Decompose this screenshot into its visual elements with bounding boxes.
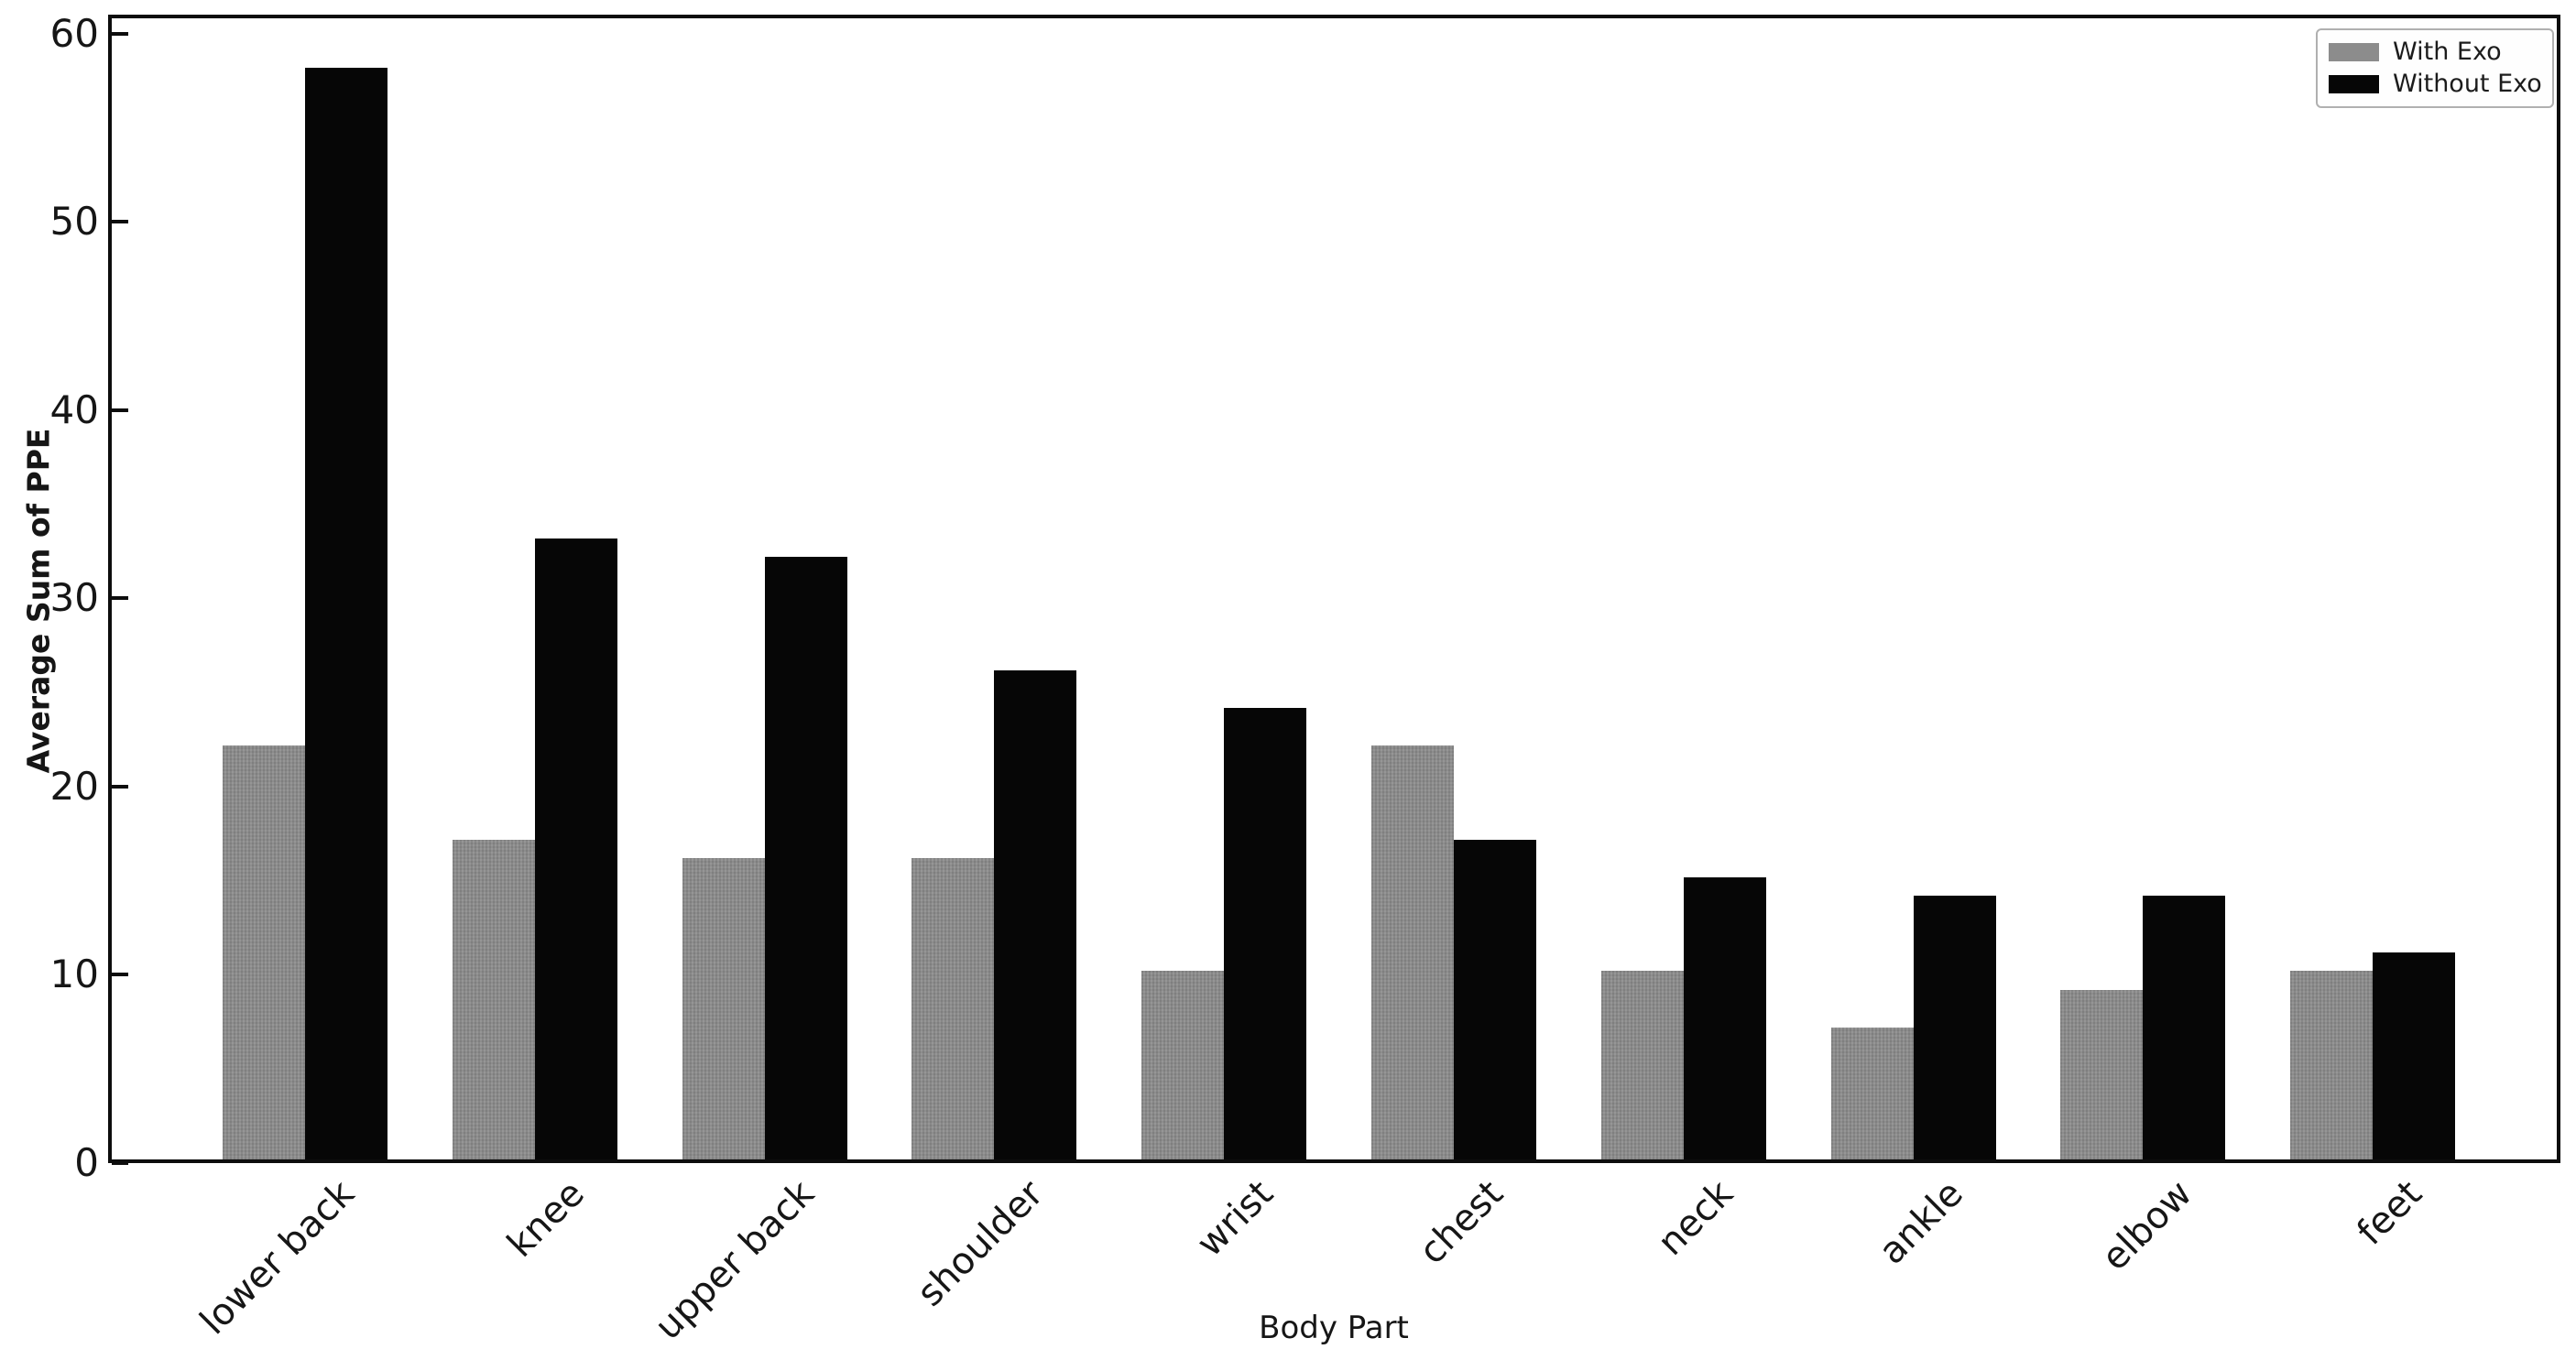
y-tick-label-10: 10	[49, 952, 99, 997]
legend: With Exo Without Exo	[2316, 28, 2554, 108]
x-tick-label-chest: chest	[1411, 1172, 1512, 1273]
legend-label-with-exo: With Exo	[2393, 38, 2502, 67]
x-tick-label-lower-back: lower back	[191, 1172, 363, 1344]
y-tick-mark-60	[112, 31, 128, 36]
bar-with-exo-neck	[1600, 971, 1684, 1159]
bar-without-exo-feet	[2373, 952, 2456, 1159]
bar-group-elbow	[2060, 896, 2226, 1159]
bar-group-shoulder	[911, 670, 1077, 1159]
bar-without-exo-upper-back	[764, 557, 847, 1159]
bar-group-chest	[1371, 745, 1536, 1159]
bar-group-feet	[2290, 952, 2456, 1159]
bar-without-exo-wrist	[1224, 708, 1307, 1159]
bar-without-exo-knee	[534, 539, 617, 1159]
bar-group-upper-back	[682, 557, 847, 1159]
bar-without-exo-ankle	[1913, 896, 1996, 1159]
bar-group-knee	[452, 539, 617, 1159]
x-tick-label-feet: feet	[2349, 1172, 2431, 1254]
bar-without-exo-neck	[1683, 877, 1766, 1159]
bar-without-exo-chest	[1454, 840, 1536, 1159]
bar-with-exo-elbow	[2060, 990, 2144, 1159]
y-tick-label-60: 60	[49, 10, 99, 56]
bar-with-exo-upper-back	[682, 858, 765, 1159]
y-tick-mark-50	[112, 220, 128, 224]
y-tick-mark-20	[112, 784, 128, 789]
bar-group-ankle	[1830, 896, 1996, 1159]
x-tick-label-ankle: ankle	[1870, 1172, 1971, 1273]
y-tick-mark-30	[112, 596, 128, 601]
bar-with-exo-feet	[2290, 971, 2374, 1159]
x-axis-title: Body Part	[1259, 1310, 1409, 1346]
bar-without-exo-elbow	[2143, 896, 2226, 1159]
bar-with-exo-knee	[452, 840, 535, 1159]
legend-label-without-exo: Without Exo	[2393, 69, 2542, 98]
legend-item-with-exo: With Exo	[2329, 37, 2541, 69]
y-tick-label-50: 50	[49, 199, 99, 245]
x-tick-label-shoulder: shoulder	[909, 1172, 1053, 1315]
x-tick-label-knee: knee	[498, 1172, 593, 1266]
x-tick-label-neck: neck	[1649, 1172, 1741, 1265]
x-tick-label-elbow: elbow	[2094, 1172, 2201, 1279]
bar-group-lower-back	[223, 68, 387, 1159]
bar-with-exo-wrist	[1141, 971, 1225, 1159]
legend-swatch-with-exo	[2329, 43, 2379, 62]
x-tick-label-upper-back: upper back	[646, 1172, 823, 1348]
bar-group-wrist	[1141, 708, 1307, 1159]
bar-group-neck	[1600, 877, 1766, 1159]
bar-with-exo-lower-back	[223, 745, 305, 1159]
x-tick-label-wrist: wrist	[1189, 1172, 1283, 1266]
y-tick-label-40: 40	[49, 386, 99, 432]
plot-area	[108, 15, 2560, 1163]
bar-with-exo-shoulder	[911, 858, 995, 1159]
bar-without-exo-shoulder	[994, 670, 1077, 1159]
y-tick-mark-10	[112, 973, 128, 977]
legend-item-without-exo: Without Exo	[2329, 69, 2542, 101]
y-tick-mark-0	[112, 1161, 128, 1165]
bar-with-exo-ankle	[1830, 1028, 1914, 1159]
y-tick-label-20: 20	[49, 763, 99, 809]
bar-with-exo-chest	[1371, 745, 1454, 1159]
y-tick-label-0: 0	[74, 1140, 99, 1185]
legend-swatch-without-exo	[2329, 74, 2379, 93]
bar-without-exo-lower-back	[305, 68, 387, 1159]
y-tick-label-30: 30	[49, 575, 99, 621]
y-tick-mark-40	[112, 408, 128, 412]
